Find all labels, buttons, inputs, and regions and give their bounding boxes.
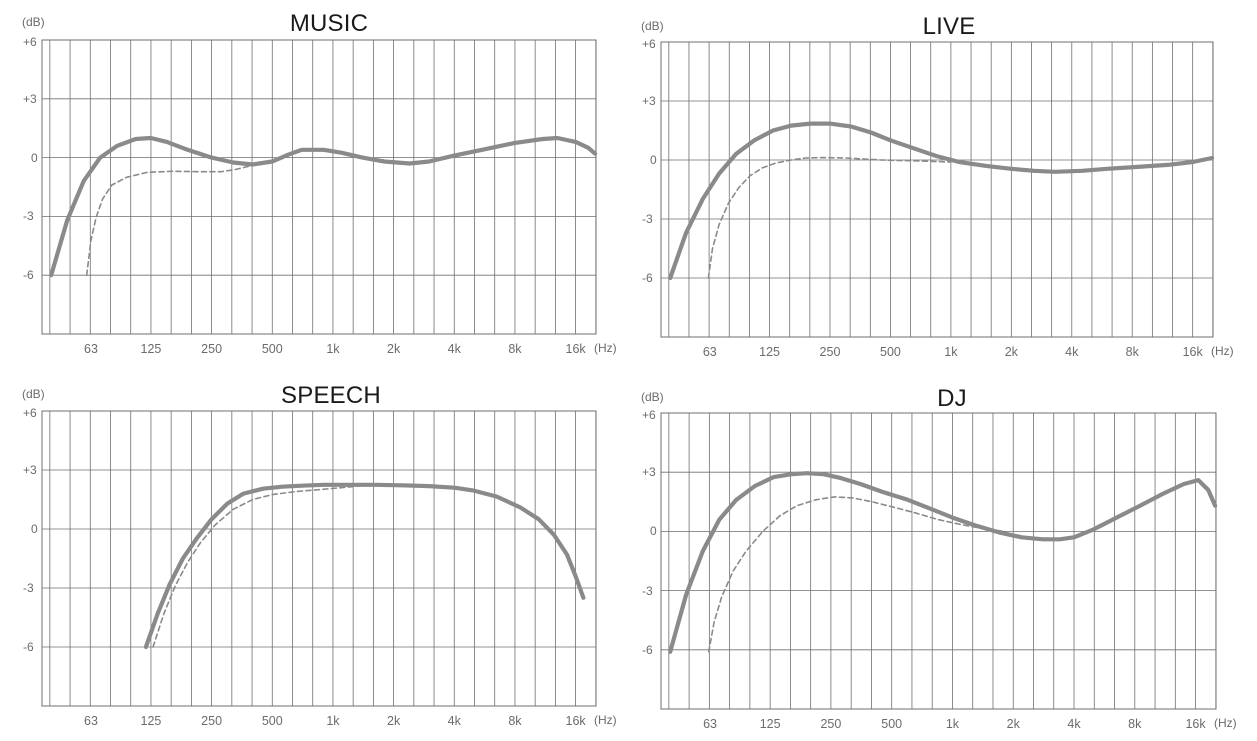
y-tick-label: 0 [650, 524, 657, 539]
x-tick-label: 16k [1182, 345, 1203, 359]
y-tick-label: -3 [23, 209, 34, 224]
y-axis-label: (dB) [641, 19, 664, 33]
series-line-solid [143, 482, 586, 650]
series-line-solid [49, 135, 598, 278]
x-tick-label: 4k [447, 342, 461, 356]
x-tick-label: 500 [880, 345, 901, 359]
x-tick-label: 63 [84, 714, 98, 728]
x-tick-label: 500 [881, 717, 903, 731]
x-tick-label: 1k [326, 342, 340, 356]
x-tick-label: 250 [201, 714, 223, 728]
plot-frame [660, 412, 1217, 710]
x-tick-label: 4k [447, 714, 461, 728]
y-tick-label: +6 [642, 37, 656, 51]
series-line-dashed [707, 156, 952, 279]
x-tick-label: 2k [1004, 345, 1018, 359]
y-tick-label: +3 [642, 94, 656, 108]
y-tick-label: -3 [642, 212, 653, 226]
chart-title: DJ [937, 385, 967, 412]
y-tick-label: 0 [31, 522, 38, 536]
x-tick-label: 16k [1185, 717, 1206, 731]
y-tick-label: -6 [23, 268, 34, 283]
x-tick-label: 16k [565, 714, 586, 728]
y-tick-label: +6 [642, 408, 656, 422]
y-tick-label: +6 [23, 406, 37, 420]
x-axis-unit-label: (Hz) [594, 713, 617, 727]
plot-frame [41, 410, 597, 707]
y-tick-label: 0 [650, 153, 657, 167]
y-axis-label: (dB) [22, 15, 45, 29]
x-tick-label: 125 [759, 345, 780, 359]
grid [661, 412, 1217, 710]
x-tick-label: 125 [140, 342, 162, 356]
x-tick-label: 250 [820, 717, 842, 731]
x-tick-label: 8k [508, 714, 522, 728]
x-tick-label: 4k [1065, 345, 1079, 359]
x-tick-label: 125 [759, 717, 781, 731]
y-tick-label: -6 [642, 642, 653, 657]
x-tick-label: 63 [702, 345, 717, 359]
x-tick-label: 1k [326, 714, 340, 728]
y-axis-label: (dB) [641, 390, 664, 404]
x-tick-label: 1k [944, 345, 958, 359]
x-axis-unit-label: (Hz) [1214, 716, 1237, 730]
y-tick-label: -3 [23, 581, 34, 595]
y-tick-label: -6 [23, 640, 34, 654]
x-tick-label: 250 [201, 342, 223, 356]
x-tick-label: 8k [1128, 717, 1142, 731]
series-line-dashed [152, 484, 364, 648]
chart-title: LIVE [922, 13, 976, 40]
x-tick-label: 63 [84, 342, 98, 356]
x-axis-unit-label: (Hz) [594, 341, 617, 355]
series-line-solid [668, 121, 1215, 281]
plot-frame [41, 39, 597, 335]
x-tick-label: 8k [1125, 345, 1139, 359]
y-tick-label: -3 [642, 583, 653, 598]
y-tick-label: -6 [642, 271, 653, 285]
y-tick-label: +3 [23, 91, 37, 106]
x-tick-label: 16k [565, 342, 586, 356]
x-tick-label: 2k [1006, 717, 1020, 731]
x-tick-label: 2k [386, 342, 401, 356]
y-axis-label: (dB) [22, 387, 45, 401]
x-tick-label: 250 [819, 345, 841, 359]
grid [42, 410, 597, 707]
series-line-dashed [707, 496, 1005, 653]
x-tick-label: 2k [386, 714, 401, 728]
x-axis-unit-label: (Hz) [1211, 344, 1234, 358]
x-tick-label: 4k [1067, 717, 1081, 731]
x-tick-label: 125 [140, 714, 162, 728]
plot-frame [660, 41, 1214, 338]
y-tick-label: +3 [23, 463, 37, 477]
y-tick-label: +3 [642, 465, 656, 480]
x-tick-label: 500 [261, 342, 283, 356]
chart-title: MUSIC [289, 10, 369, 37]
x-tick-label: 8k [508, 342, 522, 356]
x-tick-label: 1k [945, 717, 960, 731]
x-tick-label: 63 [703, 717, 718, 731]
series-line-solid [668, 471, 1218, 654]
chart-title: SPEECH [281, 382, 381, 409]
y-tick-label: +6 [23, 35, 37, 49]
series-line-dashed [85, 162, 258, 276]
x-tick-label: 500 [261, 714, 283, 728]
y-tick-label: 0 [31, 150, 38, 165]
